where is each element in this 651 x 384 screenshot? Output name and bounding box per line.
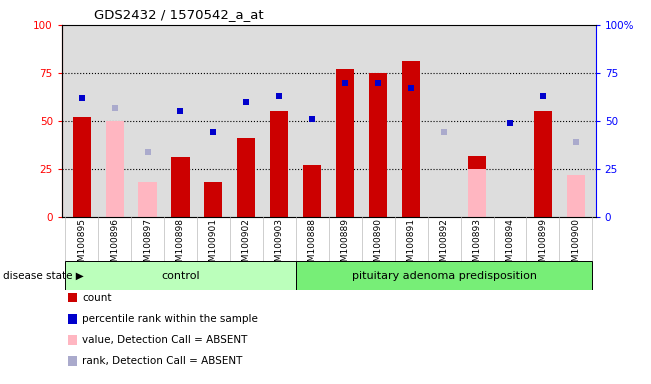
Text: value, Detection Call = ABSENT: value, Detection Call = ABSENT bbox=[82, 335, 247, 345]
Text: pituitary adenoma predisposition: pituitary adenoma predisposition bbox=[352, 270, 536, 281]
Bar bbox=[65, 261, 296, 290]
Bar bbox=[567, 175, 585, 217]
Text: GSM100897: GSM100897 bbox=[143, 218, 152, 273]
Text: GSM100892: GSM100892 bbox=[439, 218, 449, 273]
Text: disease state ▶: disease state ▶ bbox=[3, 270, 84, 281]
Bar bbox=[402, 61, 420, 217]
Text: GSM100896: GSM100896 bbox=[110, 218, 119, 273]
Bar bbox=[204, 182, 223, 217]
Text: GSM100901: GSM100901 bbox=[209, 218, 218, 273]
Bar bbox=[468, 156, 486, 217]
Bar bbox=[72, 117, 90, 217]
Bar bbox=[171, 157, 189, 217]
Text: GSM100902: GSM100902 bbox=[242, 218, 251, 273]
Text: GSM100903: GSM100903 bbox=[275, 218, 284, 273]
Text: rank, Detection Call = ABSENT: rank, Detection Call = ABSENT bbox=[82, 356, 242, 366]
Bar bbox=[336, 69, 354, 217]
Text: count: count bbox=[82, 293, 111, 303]
Text: GSM100888: GSM100888 bbox=[308, 218, 317, 273]
Text: GSM100889: GSM100889 bbox=[340, 218, 350, 273]
Bar bbox=[238, 138, 255, 217]
Bar bbox=[105, 121, 124, 217]
Bar bbox=[296, 261, 592, 290]
Text: GSM100890: GSM100890 bbox=[374, 218, 383, 273]
Bar bbox=[139, 182, 157, 217]
Bar bbox=[270, 111, 288, 217]
Text: control: control bbox=[161, 270, 200, 281]
Text: GSM100891: GSM100891 bbox=[407, 218, 415, 273]
Bar bbox=[534, 111, 552, 217]
Text: GSM100894: GSM100894 bbox=[505, 218, 514, 273]
Bar bbox=[369, 73, 387, 217]
Text: percentile rank within the sample: percentile rank within the sample bbox=[82, 314, 258, 324]
Text: GSM100899: GSM100899 bbox=[538, 218, 547, 273]
Text: GSM100900: GSM100900 bbox=[572, 218, 581, 273]
Bar bbox=[468, 169, 486, 217]
Text: GDS2432 / 1570542_a_at: GDS2432 / 1570542_a_at bbox=[94, 8, 264, 21]
Bar bbox=[303, 165, 322, 217]
Text: GSM100898: GSM100898 bbox=[176, 218, 185, 273]
Text: GSM100893: GSM100893 bbox=[473, 218, 482, 273]
Text: GSM100895: GSM100895 bbox=[77, 218, 86, 273]
